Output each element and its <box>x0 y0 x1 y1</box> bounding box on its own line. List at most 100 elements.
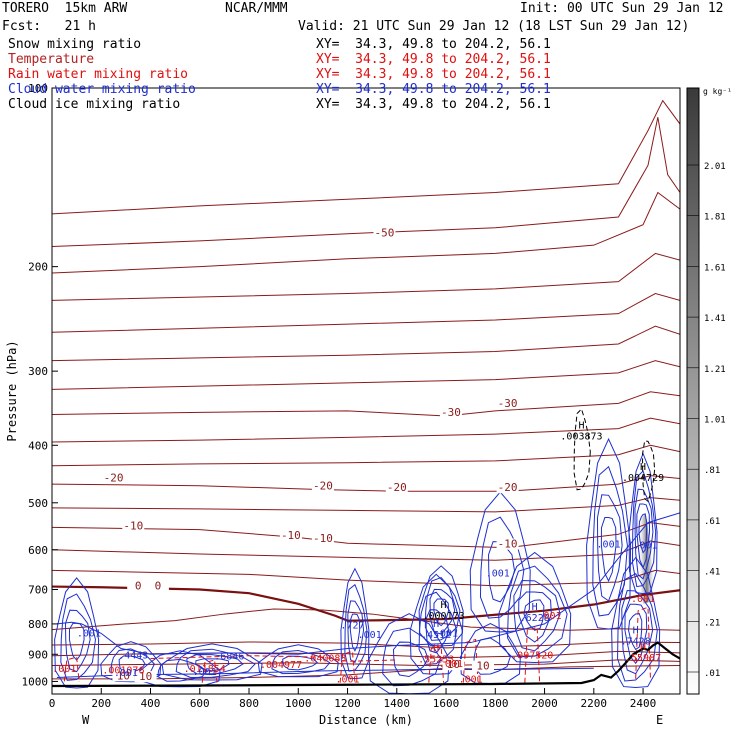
temperature-label: -20 <box>498 481 518 494</box>
isotherm <box>52 391 680 417</box>
maximum-marker: H <box>433 619 439 630</box>
maximum-value: .004729 <box>622 473 664 484</box>
colorbar-unit: g kg⁻¹ <box>703 87 732 96</box>
maximum-marker: .6846 <box>214 651 244 662</box>
cloud-water-contour <box>638 513 648 554</box>
temperature-label: -10 <box>313 532 333 545</box>
cloud-ice-contours <box>573 408 656 503</box>
y-tick-label: 400 <box>28 439 48 452</box>
maximum-marker: .011854 <box>184 664 226 675</box>
rain-water-contour <box>201 659 218 683</box>
field-xy-temperature: XY= 34.3, 49.8 to 204.2, 56.1 <box>316 52 551 67</box>
rain-water-contour <box>63 656 80 682</box>
maximum-marker: .727 <box>340 621 364 632</box>
y-tick-label: 600 <box>28 544 48 557</box>
isotherm <box>52 292 680 333</box>
field-name-cloud-ice: Cloud ice mixing ratio <box>8 97 181 112</box>
cloud-water-contour <box>617 572 658 682</box>
cloud-water-contour <box>344 583 368 672</box>
field-xy-cloud-ice: XY= 34.3, 49.8 to 204.2, 56.1 <box>316 97 551 112</box>
temperature-label: -10 <box>281 529 301 542</box>
cloud-water-contour <box>429 588 456 635</box>
temperature-label-bg <box>496 398 519 410</box>
cloud-water-contour <box>347 600 365 664</box>
terrain-profile <box>52 641 680 688</box>
temperature-contours <box>52 99 680 680</box>
y-tick-label: 1000 <box>22 675 49 688</box>
y-tick-label: 300 <box>28 365 48 378</box>
x-tick-label: 1400 <box>384 697 411 710</box>
maximum-value: .000173 <box>422 611 464 622</box>
contour-value-label: .001 <box>486 568 510 579</box>
temperature-label-bg <box>311 480 334 492</box>
temperature-label: 10 <box>139 670 152 683</box>
temperature-label: -10 <box>498 538 518 551</box>
colorbar-tick-label: 1.01 <box>704 416 726 426</box>
y-tick-label: 500 <box>28 497 48 510</box>
contour-labels: -50 -30 -30 -20 -20 -20 -20 -10 -10 -10 -10 0 0 10 10 1… <box>52 227 664 686</box>
temperature-label: -10 <box>123 520 143 533</box>
contour-value-label: .001 <box>358 630 382 641</box>
rain-water-contour <box>428 644 445 683</box>
temperature-label: -20 <box>387 481 407 494</box>
init-time: Init: 00 UTC Sun 29 Jan 12 <box>520 1 724 16</box>
y-tick-label: 100 <box>28 82 48 95</box>
y-tick-label: 200 <box>28 261 48 274</box>
cloud-water-outer-contour <box>56 512 680 655</box>
maximum-marker: H <box>532 602 538 613</box>
contour-value-label: .001 <box>77 628 101 639</box>
cloud-water-contour <box>118 655 146 674</box>
cloud-water-contour <box>628 612 643 651</box>
isotherm <box>52 325 680 362</box>
temperature-label-bg <box>311 532 334 544</box>
isotherm <box>52 475 680 492</box>
temperature-label: 10 <box>447 658 460 671</box>
cloud-water-contour <box>282 655 319 671</box>
cloud-water-contour <box>349 613 361 652</box>
rain-water-contour <box>339 650 356 683</box>
cloud-water-contour <box>636 503 651 569</box>
cloud-water-contour <box>54 577 100 689</box>
cloud-water-contour <box>518 591 552 643</box>
temperature-label: 10 <box>476 660 489 673</box>
maximum-value: .55987 <box>625 653 661 664</box>
valid-time: Valid: 21 UTC Sun 29 Jan 12 (18 LST Sun … <box>298 19 690 34</box>
maximum-value: .003873 <box>560 432 602 443</box>
temperature-label-bg <box>146 580 169 592</box>
isotherm <box>52 360 680 390</box>
cloud-water-contour <box>596 494 623 602</box>
contour-value-label: .001 <box>335 675 359 686</box>
temperature-label-bg <box>373 227 396 239</box>
temperature-label-bg <box>496 482 519 494</box>
cloud-water-contour <box>65 609 91 673</box>
colorbar-ramp <box>686 87 700 695</box>
x-axis: 0 200 400 600 800 1000 1200 1400 1600 1800 2000 220… <box>49 688 657 710</box>
colorbar-tick-label: 2.01 <box>704 162 726 172</box>
cloud-water-contour <box>368 613 450 694</box>
field-xy-rain: XY= 34.3, 49.8 to 204.2, 56.1 <box>316 67 551 82</box>
field-name-snow: Snow mixing ratio <box>8 37 142 52</box>
cloud-water-contour <box>157 658 208 682</box>
x-tick-label: 800 <box>239 697 259 710</box>
cloud-water-contour <box>621 590 654 675</box>
colorbar-tick-label: .61 <box>704 517 720 527</box>
cloud-water-contour <box>409 573 463 675</box>
cloud-water-contour <box>433 598 450 627</box>
rain-water-contour <box>150 655 397 662</box>
zero-isotherm <box>52 585 680 622</box>
maximum-marker: .4443 <box>118 651 148 662</box>
center-title: NCAR/MMM <box>225 1 288 16</box>
isotherm <box>52 444 680 467</box>
maximum-marker: H <box>441 600 447 611</box>
isotherm <box>52 117 680 248</box>
colorbar-tick-label: 1.81 <box>704 213 726 223</box>
x-tick-label: 200 <box>91 697 111 710</box>
colorbar: g kg⁻¹ .01 .21 .41 .61 .81 1.01 1.21 1.41 1.61 1.… <box>686 87 732 695</box>
x-tick-label: 2400 <box>630 697 657 710</box>
temperature-label-bg <box>442 659 465 671</box>
maximum-marker: H <box>633 625 639 636</box>
x-tick-label: 600 <box>190 697 210 710</box>
isotherm <box>52 664 680 680</box>
temperature-label-bg <box>112 670 135 682</box>
temperature-label: -50 <box>375 227 395 240</box>
